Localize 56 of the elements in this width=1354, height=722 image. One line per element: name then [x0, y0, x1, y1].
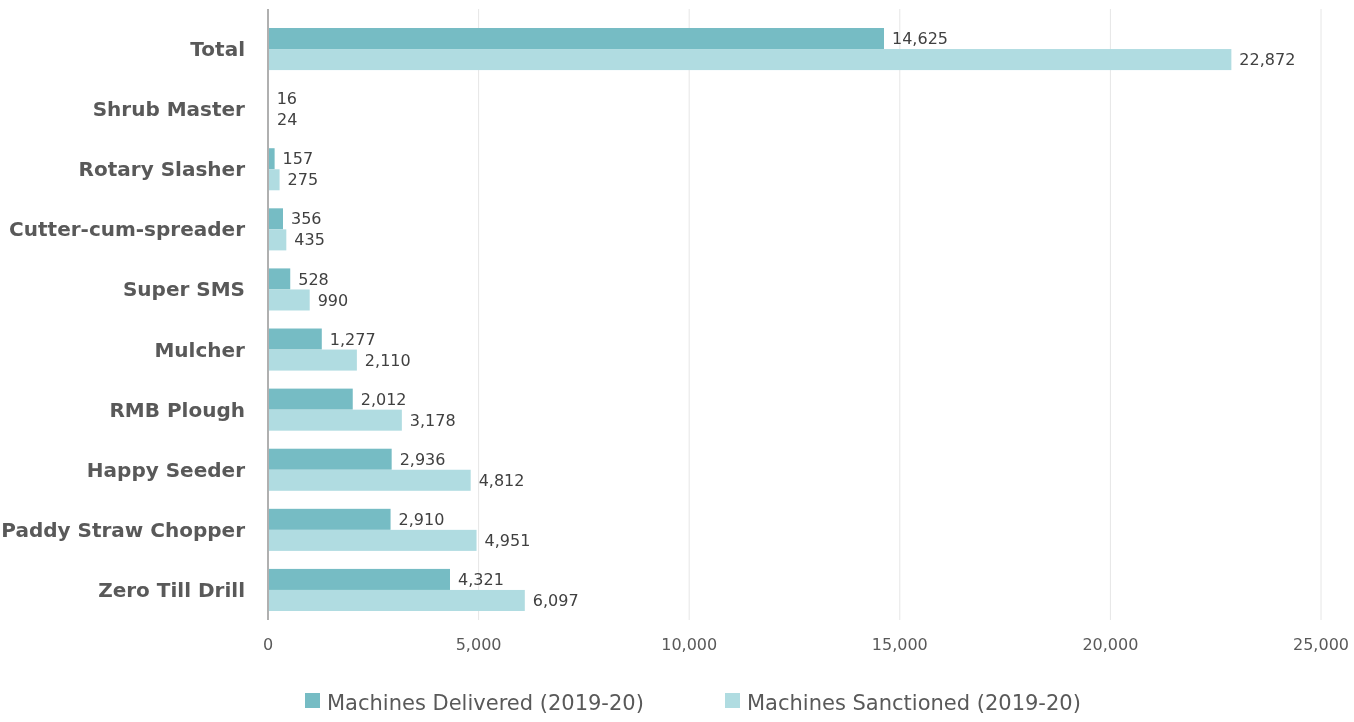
data-label: 528: [298, 269, 329, 289]
bar: [268, 349, 357, 371]
data-label: 16: [276, 89, 298, 109]
bar: [268, 28, 885, 50]
bar: [268, 409, 402, 431]
bar: [268, 328, 322, 350]
y-tick-label: Cutter-cum-spreader: [9, 217, 246, 242]
data-label: 275: [287, 170, 319, 190]
bar: [268, 529, 477, 551]
y-tick-label: Rotary Slasher: [78, 157, 246, 182]
bar: [268, 229, 287, 251]
x-tick-label: 10,000: [661, 635, 718, 654]
data-label: 6,097: [532, 591, 579, 611]
data-label: 2,012: [360, 389, 407, 409]
x-tick-label: 20,000: [1082, 635, 1139, 654]
x-tick-label: 5,000: [455, 635, 502, 654]
data-label: 990: [317, 290, 349, 310]
y-tick-label: Happy Seeder: [86, 457, 246, 482]
y-tick-label: Shrub Master: [92, 97, 246, 122]
data-label: 1,277: [329, 329, 376, 349]
x-tick-label: 15,000: [871, 635, 928, 654]
data-label: 2,910: [398, 509, 445, 529]
data-label: 24: [277, 110, 298, 130]
bar: [268, 448, 392, 470]
bar: [268, 148, 275, 170]
data-label: 3,178: [409, 410, 456, 430]
x-tick-label: 0: [262, 635, 274, 654]
legend-label: Machines Delivered (2019-20): [327, 691, 644, 715]
y-tick-label: Super SMS: [122, 277, 245, 302]
y-tick-label: Mulcher: [154, 337, 246, 362]
bar: [268, 568, 450, 590]
data-label: 14,625: [892, 29, 948, 49]
legend-label: Machines Sanctioned (2019-20): [747, 691, 1081, 715]
x-tick-label: 25,000: [1293, 635, 1349, 654]
bar: [268, 169, 280, 191]
data-label: 157: [282, 149, 314, 169]
bar: [268, 49, 1232, 71]
data-label: 2,936: [399, 449, 446, 469]
bar: [268, 589, 525, 611]
bar: [268, 508, 391, 530]
data-label: 356: [290, 209, 322, 229]
bar: [268, 268, 291, 290]
bar: [268, 289, 310, 311]
y-tick-label: RMB Plough: [109, 397, 245, 422]
data-label: 2,110: [364, 350, 411, 370]
data-label: 22,872: [1239, 50, 1296, 70]
data-label: 4,812: [478, 470, 525, 490]
y-tick-label: Total: [190, 37, 245, 62]
y-tick-label: Paddy Straw Chopper: [1, 517, 246, 542]
data-label: 435: [294, 230, 325, 250]
bar: [268, 208, 283, 230]
bar: [268, 469, 471, 491]
bar: [268, 388, 353, 410]
data-label: 4,321: [458, 570, 504, 590]
y-tick-label: Zero Till Drill: [98, 577, 245, 602]
data-label: 4,951: [484, 530, 531, 550]
